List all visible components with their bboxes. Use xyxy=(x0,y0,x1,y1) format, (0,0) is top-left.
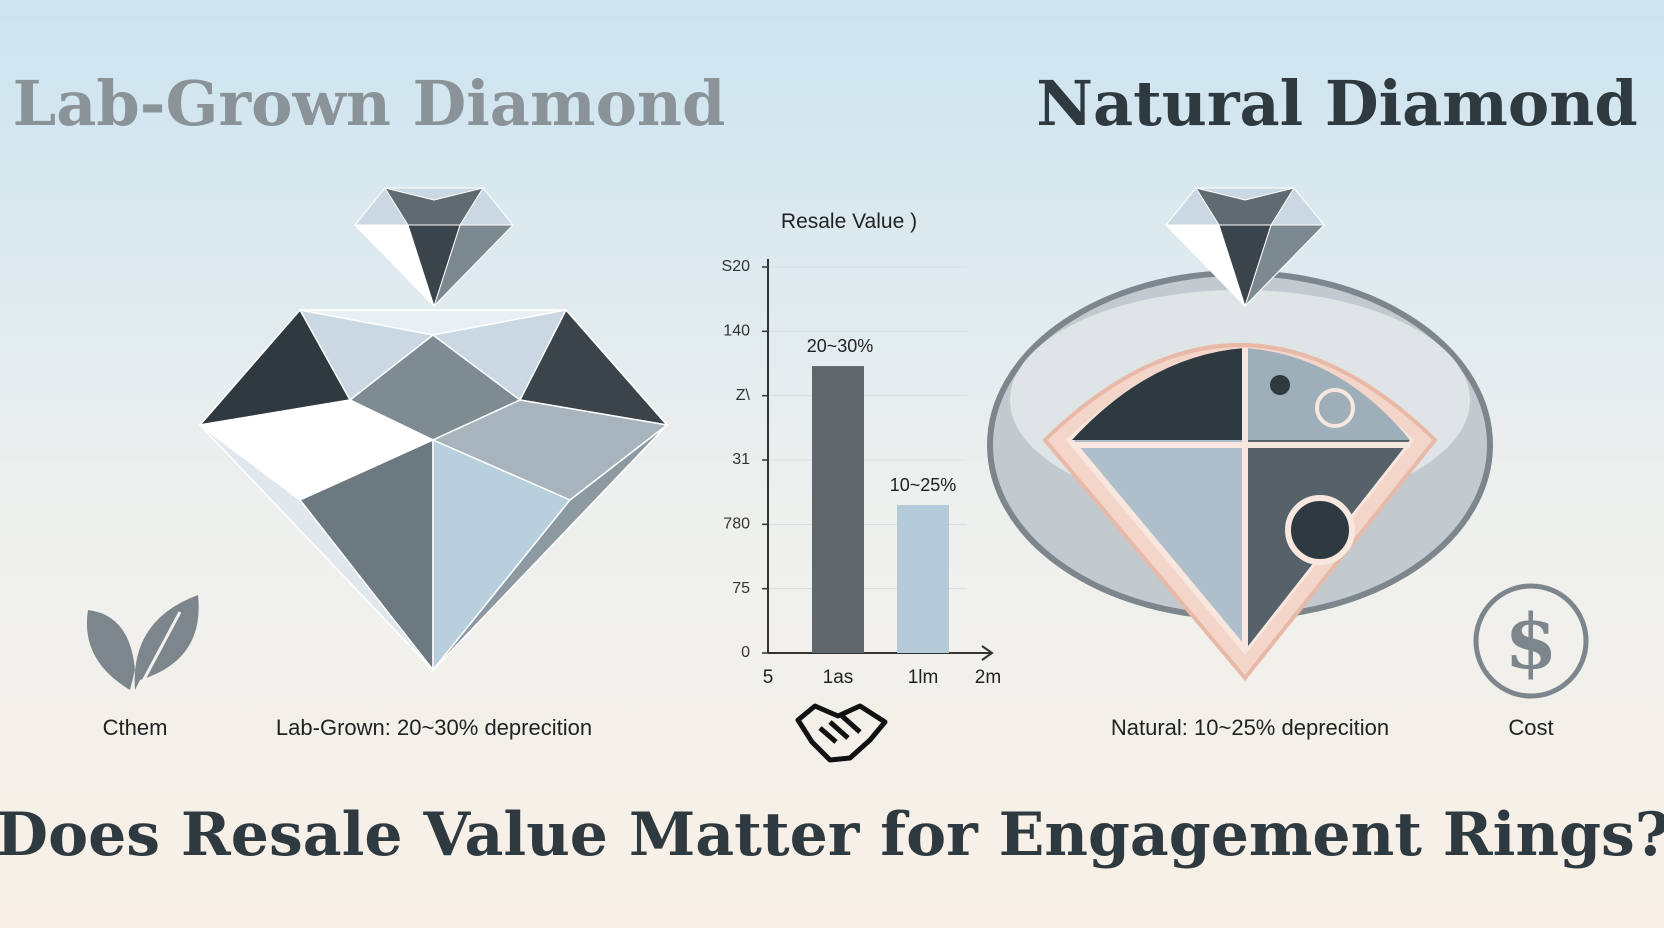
lab-diamond-top xyxy=(353,187,515,308)
bar xyxy=(897,505,949,653)
bar-annotation: 10~25% xyxy=(890,475,957,495)
y-tick-label: 780 xyxy=(723,516,750,533)
y-tick-label: Z\ xyxy=(736,387,751,404)
caption: Cost xyxy=(1508,715,1553,740)
y-tick-label: 0 xyxy=(741,644,750,661)
natural-diamond-top xyxy=(1164,187,1326,308)
x-axis-arrow xyxy=(981,645,994,661)
right-title: Natural Diamond xyxy=(1036,67,1637,140)
resale-chart: Resale Value ) 0 75 780 31 Z\ 140 S20 5 1as 20~30… xyxy=(722,210,1002,688)
svg-text:$: $ xyxy=(1505,597,1558,686)
x-tick-label: 1as xyxy=(823,667,854,688)
question: Does Resale Value Matter for Engagement … xyxy=(0,800,1664,870)
y-tick-label: S20 xyxy=(722,258,751,275)
natural-ring xyxy=(987,270,1493,682)
caption: Natural: 10~25% deprecition xyxy=(1111,715,1389,740)
caption: Cthem xyxy=(103,715,168,740)
handshake-icon xyxy=(795,703,888,763)
y-tick-label: 75 xyxy=(732,580,750,597)
left-title: Lab-Grown Diamond xyxy=(13,67,726,140)
bar xyxy=(812,366,864,653)
chart-title: Resale Value ) xyxy=(781,210,917,233)
y-tick-label: 31 xyxy=(732,451,750,468)
dollar-icon: $ xyxy=(1473,583,1589,699)
leaf-icon xyxy=(86,595,199,699)
lab-diamond xyxy=(198,308,669,673)
y-tick-label: 140 xyxy=(723,323,750,340)
x-tick-label: 1lm xyxy=(908,667,939,688)
x-tick-label: 2m xyxy=(975,667,1001,688)
x-tick-label: 5 xyxy=(763,667,774,688)
bar-annotation: 20~30% xyxy=(807,336,874,356)
caption: Lab-Grown: 20~30% deprecition xyxy=(276,715,592,740)
